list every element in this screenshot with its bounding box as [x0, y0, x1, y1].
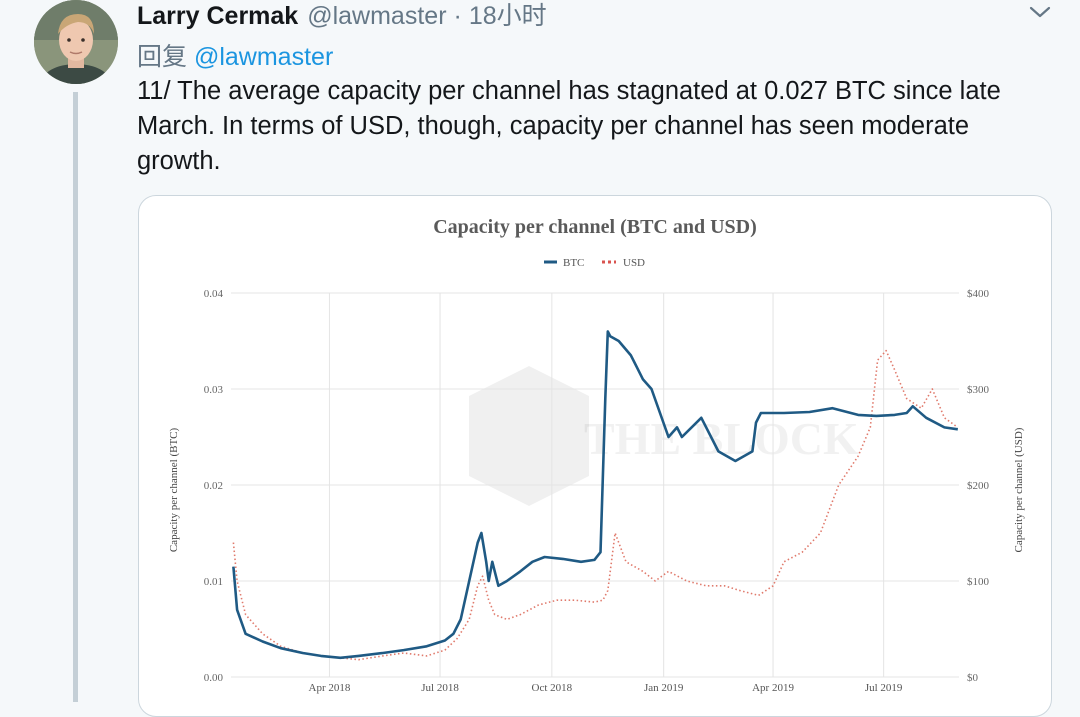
chart-title: Capacity per channel (BTC and USD)	[433, 216, 757, 238]
y-axis-right-label: Capacity per channel (USD)	[1013, 427, 1025, 552]
y-left-tick-label: 0.01	[204, 576, 223, 588]
reply-mention-link[interactable]: @lawmaster	[193, 43, 334, 71]
x-tick-label: Apr 2018	[309, 682, 351, 694]
author-name[interactable]: Larry Cermak	[137, 2, 299, 30]
chevron-down-icon[interactable]	[1026, 2, 1054, 22]
watermark-logo	[469, 366, 589, 506]
tweet-text: 11/ The average capacity per channel has…	[137, 77, 1001, 175]
chart: THE BLOCK Apr 2018 Jul 2018 Oct 2018 Jan 20…	[168, 216, 1025, 694]
y-left-tick-label: 0.02	[204, 480, 223, 492]
thread-line	[73, 92, 78, 702]
watermark-text: THE BLOCK	[584, 413, 859, 464]
y-right-tick-label: $200	[967, 480, 990, 492]
y-right-tick-label: $400	[967, 288, 990, 300]
grid	[231, 292, 959, 678]
tweet-header: Larry Cermak @lawmaster · 18小时	[137, 0, 547, 30]
tweet: Larry Cermak @lawmaster · 18小时 回复 @lawma…	[34, 0, 1054, 717]
legend: BTC USD	[544, 257, 645, 269]
reply-prefix: 回复	[137, 43, 188, 71]
y-left-tick-label: 0.03	[204, 384, 224, 396]
series-line-usd	[232, 349, 959, 661]
avatar[interactable]	[34, 0, 118, 84]
y-right-tick-label: $100	[967, 576, 990, 588]
separator: ·	[453, 2, 462, 30]
tweet-media-chart[interactable]: THE BLOCK Apr 2018 Jul 2018 Oct 2018 Jan 20…	[138, 195, 1052, 717]
reply-context: 回复 @lawmaster	[137, 37, 333, 73]
y-axis-left: 0.00 0.01 0.02 0.03 0.04	[204, 288, 224, 684]
y-left-tick-label: 0.04	[204, 288, 224, 300]
x-axis: Apr 2018 Jul 2018 Oct 2018 Jan 2019 Apr 2019…	[309, 682, 903, 694]
y-axis-left-label: Capacity per channel (BTC)	[168, 428, 180, 553]
x-tick-label: Jul 2019	[865, 682, 903, 694]
author-handle[interactable]: @lawmaster	[307, 2, 447, 30]
y-right-tick-label: $0	[967, 672, 979, 684]
series-line-btc	[232, 330, 958, 660]
y-right-tick-label: $300	[967, 384, 990, 396]
y-axis-right: $0 $100 $200 $300 $400	[967, 288, 990, 684]
avatar-image	[34, 0, 118, 84]
x-tick-label: Jan 2019	[644, 682, 684, 694]
legend-btc-label: BTC	[563, 257, 584, 269]
y-left-tick-label: 0.00	[204, 672, 224, 684]
tweet-time[interactable]: 18小时	[468, 2, 547, 30]
legend-usd-label: USD	[623, 257, 645, 269]
x-tick-label: Oct 2018	[532, 682, 573, 694]
x-tick-label: Jul 2018	[421, 682, 459, 694]
series-layer	[232, 330, 959, 661]
x-tick-label: Apr 2019	[752, 682, 794, 694]
